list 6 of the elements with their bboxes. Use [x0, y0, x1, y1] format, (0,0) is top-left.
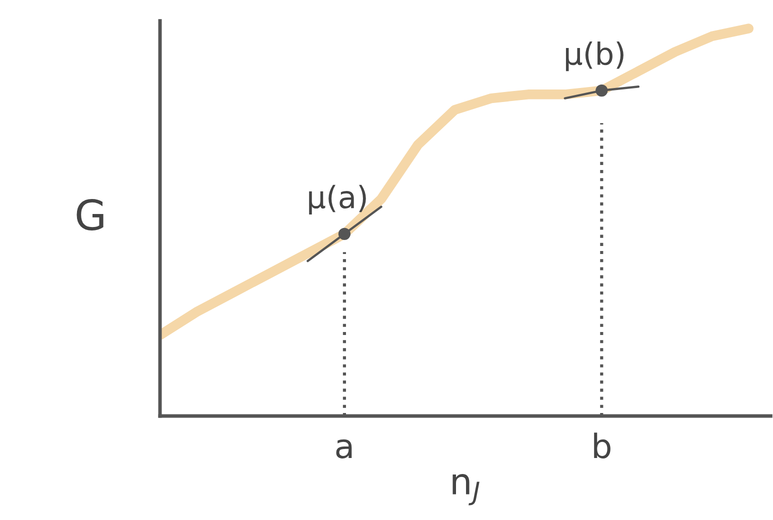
- x-tick-label: a: [336, 439, 352, 458]
- x-tick-label: b: [594, 432, 610, 458]
- annotation: μ(a): [309, 184, 366, 214]
- x-axis-title: n$_{J}$: [452, 474, 480, 506]
- annotation: μ(b): [566, 42, 624, 72]
- y-axis-title: G: [76, 198, 104, 230]
